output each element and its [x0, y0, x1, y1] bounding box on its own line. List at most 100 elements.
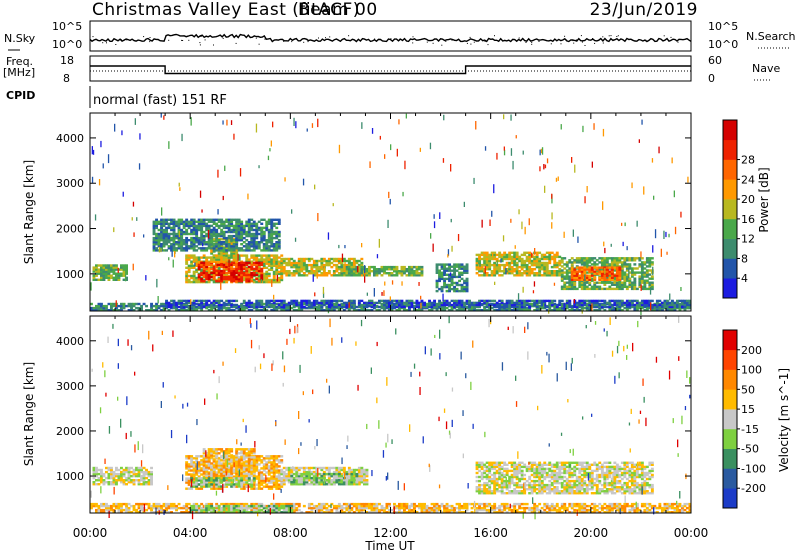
data-cell	[355, 259, 359, 263]
data-cell	[210, 252, 214, 255]
data-cell	[380, 299, 384, 303]
data-cell	[593, 299, 597, 303]
data-cell	[383, 290, 385, 296]
nsky-tick-bottom: 10^0	[52, 38, 82, 51]
data-cell	[510, 261, 514, 265]
data-cell	[408, 305, 411, 309]
data-cell	[197, 220, 201, 223]
data-cell	[565, 285, 569, 288]
data-cell	[583, 283, 587, 286]
data-cell	[605, 278, 609, 281]
data-cell	[190, 264, 194, 267]
cpid-value: normal (fast) 151 RF	[93, 93, 227, 108]
data-cell	[643, 305, 647, 309]
data-cell	[468, 301, 471, 305]
data-cell	[102, 163, 104, 169]
data-cell	[252, 278, 256, 282]
data-cell	[323, 266, 325, 275]
data-cell	[635, 271, 639, 274]
data-cell	[162, 218, 166, 221]
data-cell	[215, 471, 219, 474]
data-cell	[389, 296, 391, 301]
data-cell	[192, 305, 196, 309]
data-cell	[240, 254, 244, 257]
data-cell	[138, 163, 141, 170]
data-cell	[508, 263, 512, 267]
data-cell	[593, 276, 597, 279]
data-cell	[535, 272, 539, 275]
data-cell	[122, 483, 126, 486]
data-cell	[187, 270, 191, 274]
data-cell	[650, 305, 654, 309]
data-cell	[305, 268, 309, 271]
data-cell	[558, 272, 562, 275]
data-cell	[275, 268, 279, 271]
data-cell	[465, 305, 469, 309]
data-cell	[277, 245, 281, 248]
data-cell	[553, 299, 557, 303]
data-cell	[565, 275, 569, 278]
data-cell	[312, 263, 316, 267]
data-cell	[102, 474, 106, 478]
data-cell	[139, 133, 141, 140]
data-cell	[180, 305, 184, 309]
data-cell	[538, 259, 542, 263]
data-cell	[217, 309, 221, 312]
data-cell	[330, 257, 334, 261]
data-cell	[163, 115, 165, 120]
beam-label: Beam 00	[298, 0, 378, 20]
data-cell	[255, 241, 259, 244]
data-cell	[160, 224, 163, 228]
data-cell	[277, 220, 281, 223]
data-cell	[620, 275, 624, 278]
data-cell	[458, 301, 461, 305]
data-cell	[455, 305, 459, 309]
data-cell	[222, 241, 226, 244]
data-cell	[628, 271, 632, 274]
data-cell	[285, 305, 289, 309]
data-cell	[245, 224, 249, 228]
data-cell	[403, 301, 406, 305]
data-cell	[100, 304, 103, 308]
data-cell	[528, 251, 532, 254]
data-cell	[523, 272, 527, 275]
data-cell	[202, 455, 206, 458]
data-cell	[305, 299, 309, 303]
nsearch-point	[200, 36, 202, 37]
freq-panel-frame	[89, 55, 692, 82]
data-cell	[505, 299, 509, 303]
data-cell	[495, 305, 499, 309]
data-cell	[498, 305, 502, 309]
data-cell	[528, 253, 532, 257]
data-cell	[230, 218, 234, 221]
data-cell	[510, 259, 514, 263]
data-cell	[443, 303, 446, 307]
data-cell	[115, 274, 118, 277]
data-cell	[110, 468, 113, 472]
nsearch-point	[318, 37, 319, 39]
data-cell	[132, 470, 136, 474]
data-cell	[110, 481, 113, 484]
data-cell	[518, 306, 522, 310]
data-cell	[408, 274, 411, 277]
data-cell	[130, 304, 133, 308]
data-cell	[240, 249, 244, 252]
data-cell	[267, 301, 271, 305]
data-cell	[180, 243, 184, 246]
data-cell	[550, 309, 554, 312]
data-cell	[648, 265, 652, 268]
data-cell	[658, 146, 660, 154]
data-cell	[205, 301, 209, 305]
data-cell	[252, 228, 256, 232]
data-cell	[192, 243, 196, 246]
data-cell	[177, 220, 181, 223]
data-cell	[225, 280, 229, 284]
data-cell	[465, 271, 469, 274]
data-cell	[255, 123, 258, 133]
data-cell	[478, 261, 481, 265]
data-cell	[100, 278, 103, 281]
data-cell	[635, 287, 639, 291]
data-cell	[227, 243, 231, 246]
data-cell	[292, 309, 296, 312]
data-cell	[215, 299, 219, 303]
